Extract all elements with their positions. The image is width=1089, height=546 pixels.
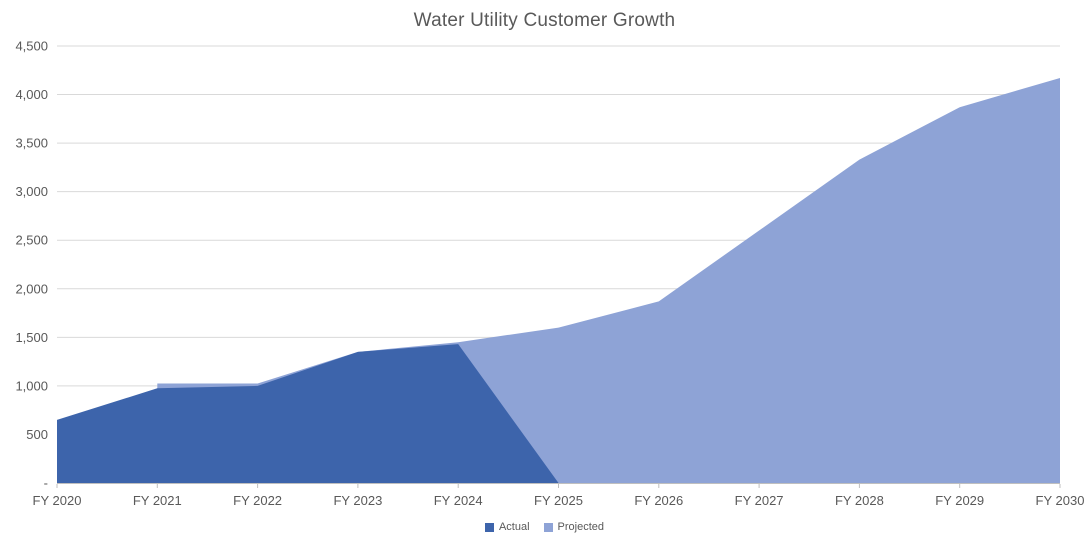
y-axis-label: 2,500 bbox=[15, 233, 48, 248]
legend-swatch-actual-icon bbox=[484, 522, 494, 532]
chart-title: Water Utility Customer Growth bbox=[413, 10, 676, 31]
x-axis-label: FY 2026 bbox=[634, 493, 683, 508]
y-axis-label: 4,000 bbox=[15, 87, 48, 102]
y-axis-label: 500 bbox=[26, 427, 48, 442]
legend-label-projected: Projected bbox=[557, 521, 605, 533]
legend-swatch-projected-icon bbox=[543, 522, 553, 532]
y-axis-label: 3,000 bbox=[15, 184, 48, 199]
y-axis-label: 4,500 bbox=[15, 39, 48, 54]
y-axis-label: - bbox=[44, 476, 48, 491]
x-axis-label: FY 2024 bbox=[434, 493, 483, 508]
x-axis-label: FY 2027 bbox=[735, 493, 784, 508]
legend-item-actual: Actual bbox=[484, 521, 530, 533]
x-axis-label: FY 2025 bbox=[534, 493, 583, 508]
x-axis-label: FY 2028 bbox=[835, 493, 884, 508]
x-axis-label: FY 2022 bbox=[233, 493, 282, 508]
y-axis-label: 1,500 bbox=[15, 330, 48, 345]
x-axis-label: FY 2020 bbox=[33, 493, 82, 508]
legend-item-projected: Projected bbox=[543, 521, 605, 533]
x-axis-label: FY 2030 bbox=[1036, 493, 1085, 508]
series-area-actual bbox=[57, 344, 559, 483]
y-axis-label: 3,500 bbox=[15, 136, 48, 151]
y-axis-label: 2,000 bbox=[15, 281, 48, 296]
x-axis-label: FY 2029 bbox=[935, 493, 984, 508]
x-axis-label: FY 2021 bbox=[133, 493, 182, 508]
legend-label-actual: Actual bbox=[498, 521, 530, 533]
legend: Actual Projected bbox=[0, 521, 1089, 533]
x-axis-label: FY 2023 bbox=[333, 493, 382, 508]
y-axis-label: 1,000 bbox=[15, 378, 48, 393]
